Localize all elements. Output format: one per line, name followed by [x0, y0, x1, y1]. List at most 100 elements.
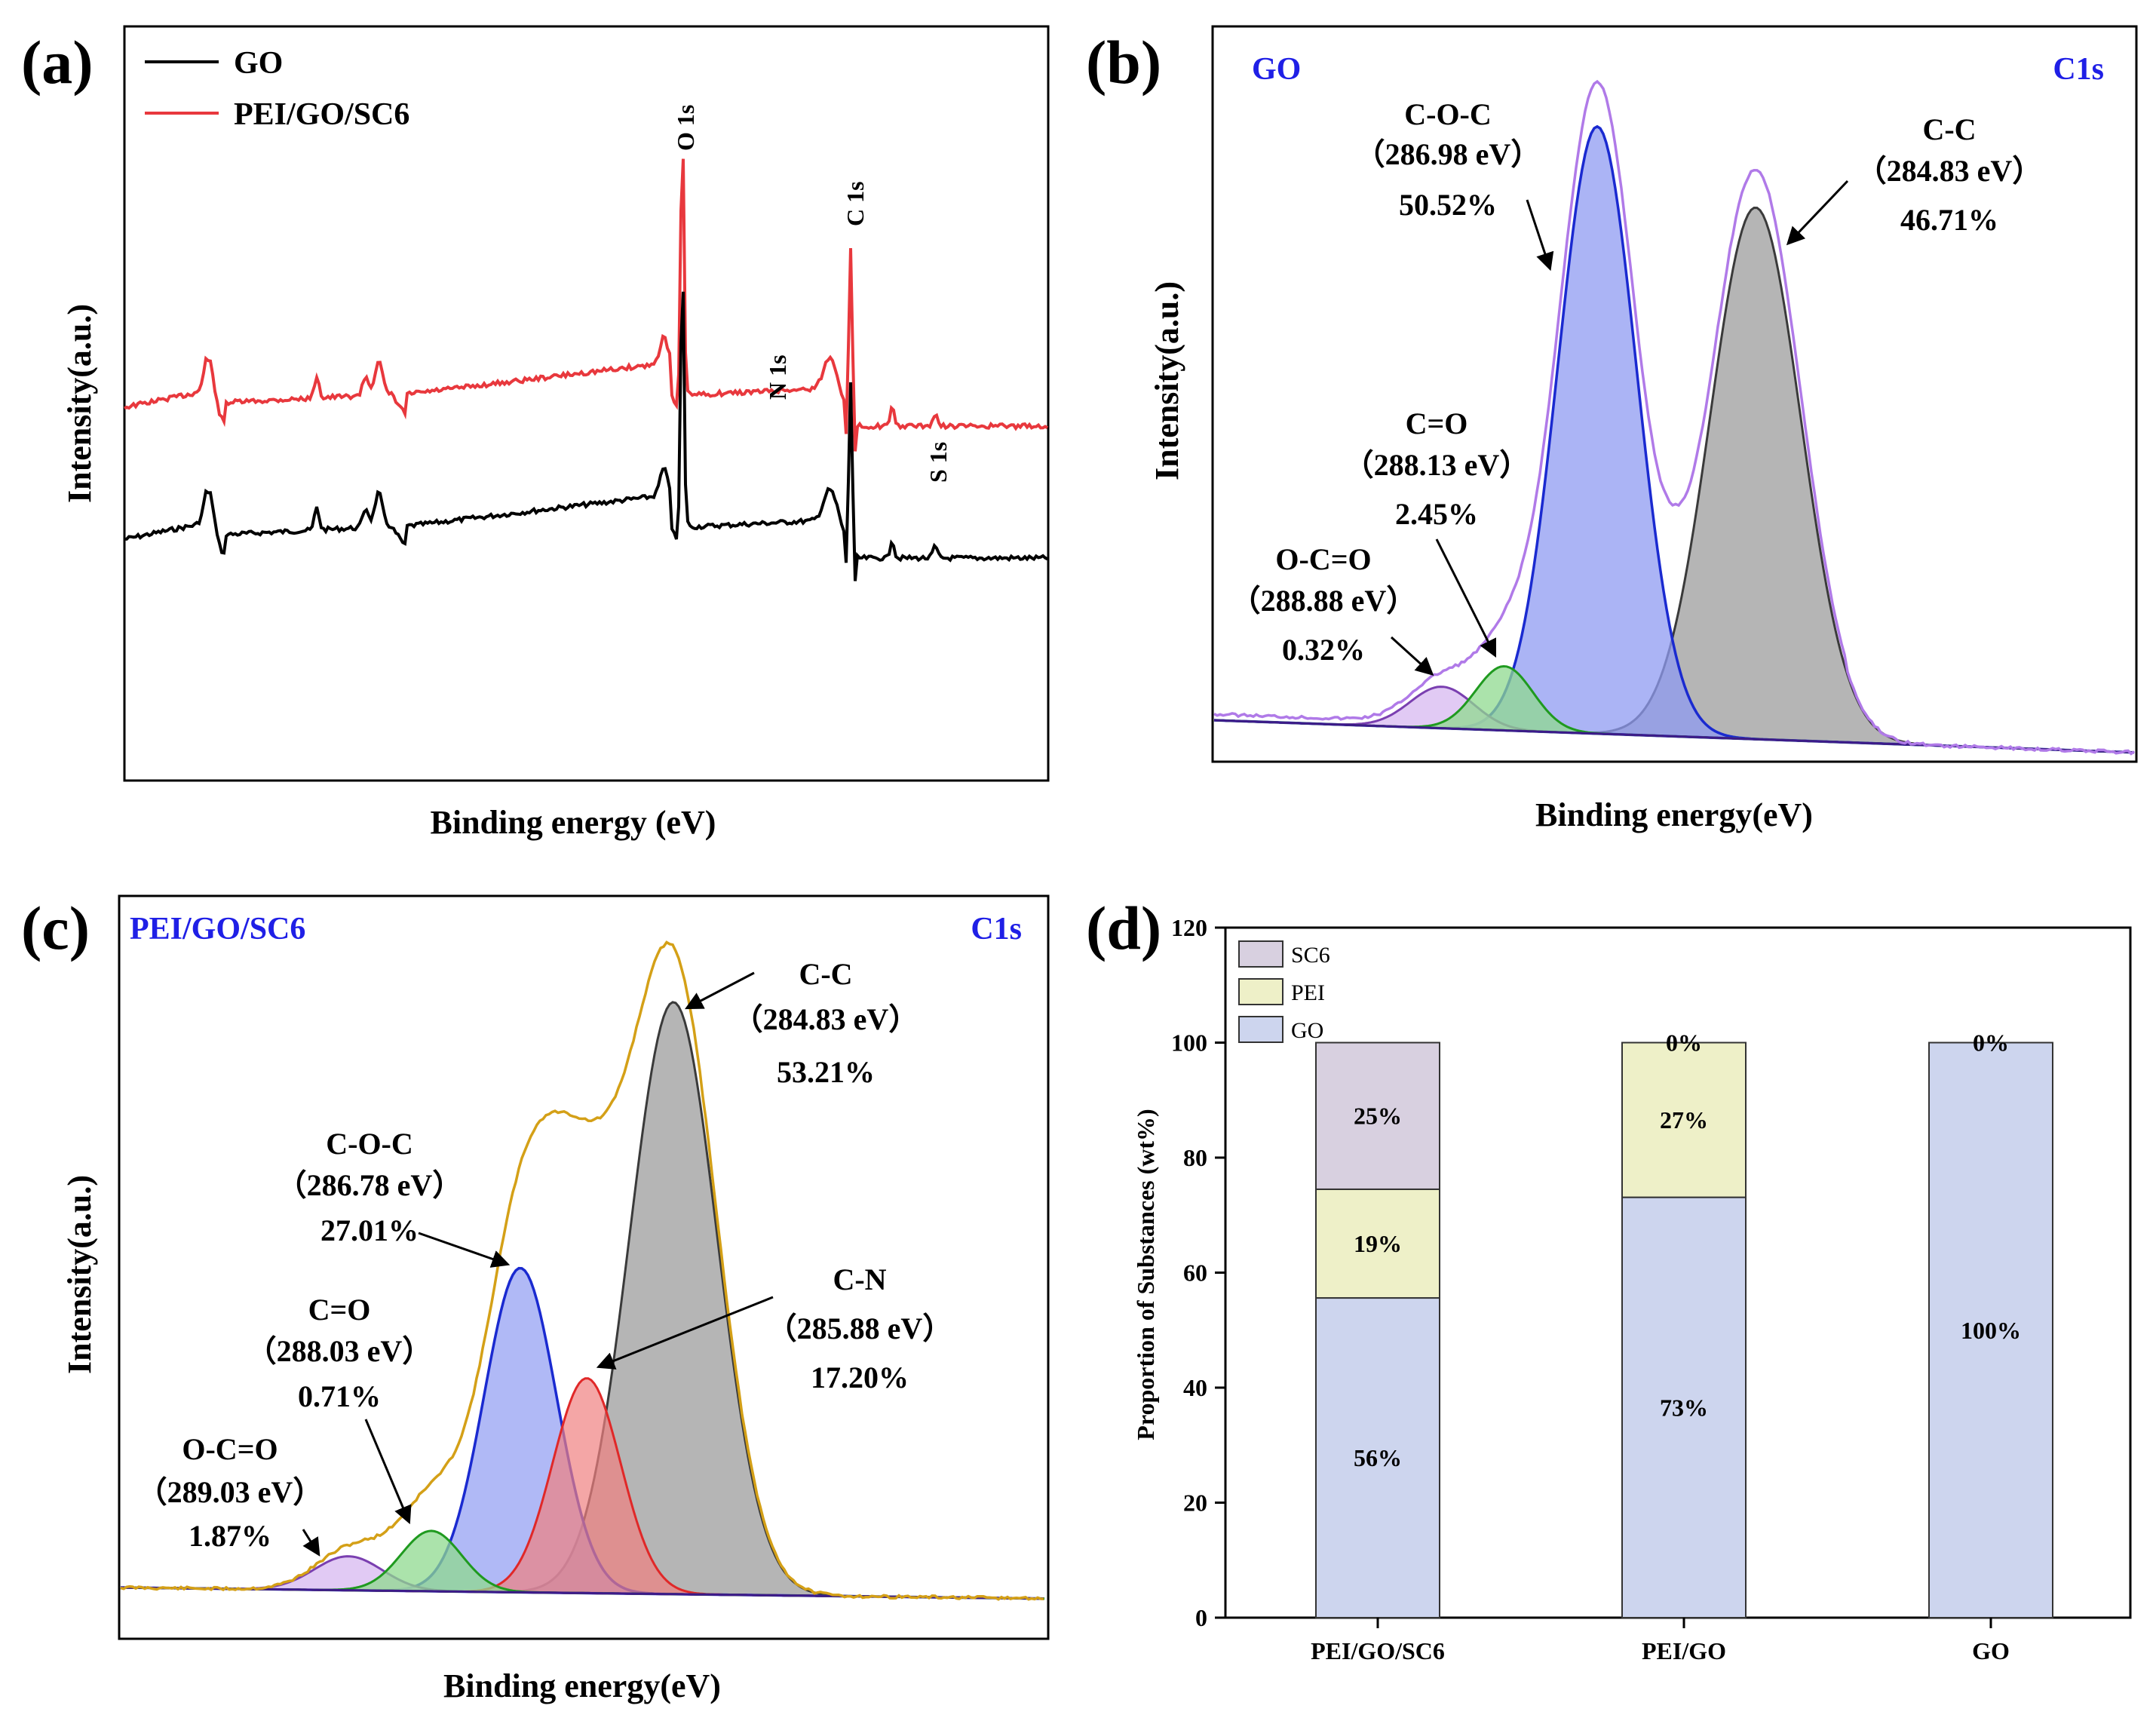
- x-axis-label-b: Binding energy(eV): [1535, 796, 1813, 833]
- sample-label-b: GO: [1252, 52, 1301, 87]
- sample-label-c: PEI/GO/SC6: [130, 912, 305, 946]
- panel-d: (d) 0 20 40 60 80 100 120 56% 19% 25% 73% 27% 0% 100…: [1086, 894, 2132, 1664]
- annotation-c-o-c-o: O-C=O （289.03 eV） 1.87%: [137, 1432, 324, 1557]
- panel-c-frame: [118, 894, 1050, 1640]
- legend-label-go: GO: [234, 46, 283, 81]
- annotation-arrow: [418, 1232, 511, 1268]
- annotation-arrow: [302, 1529, 320, 1557]
- annotation-b-o-c-o-energy: （288.88 eV）: [1231, 584, 1417, 618]
- x-axis-label-c: Binding energy(eV): [443, 1667, 721, 1704]
- x-tick-label: GO: [1972, 1637, 2010, 1664]
- annotation-c-c-n: C-N （285.88 eV） 17.20%: [596, 1262, 953, 1394]
- panel-b-label: (b): [1086, 28, 1161, 97]
- legend-label-go: GO: [1291, 1018, 1323, 1043]
- annotation-c-c-n-energy: （285.88 eV）: [767, 1311, 953, 1345]
- annotation-arrow: [1526, 199, 1554, 271]
- annotation-arrow: [1786, 179, 1849, 246]
- y-tick-label: 80: [1183, 1144, 1207, 1171]
- y-tick-label: 120: [1171, 914, 1207, 941]
- annotation-c-o-c-o-name: O-C=O: [182, 1432, 278, 1466]
- annotation-arrow: [1435, 538, 1497, 658]
- legend-d: SC6 PEI GO: [1238, 940, 1330, 1043]
- bar-segment-pei: [1621, 1041, 1747, 1198]
- annotation-c-c-o: C=O （288.03 eV） 0.71%: [247, 1293, 433, 1525]
- annotation-c-c-o-percent: 0.71%: [298, 1379, 381, 1413]
- panel-a-label: (a): [21, 28, 94, 97]
- annotation-b-o-c-o: O-C=O （288.88 eV） 0.32%: [1231, 542, 1434, 676]
- bar-segment-pei: [1315, 1188, 1440, 1299]
- annotation-c-c-n-name: C-N: [833, 1262, 886, 1296]
- annotation-b-c-o-c: C-O-C （286.98 eV） 50.52%: [1355, 97, 1554, 271]
- annotation-c-c-o-c-name: C-O-C: [326, 1127, 413, 1161]
- panel-a-frame: [123, 25, 1050, 782]
- bar-value-label: 25%: [1354, 1103, 1402, 1130]
- y-tick-label: 100: [1171, 1029, 1207, 1057]
- annotation-c-c-c-percent: 53.21%: [777, 1055, 875, 1089]
- y-axis-label-b: Intensity(a.u.): [1149, 281, 1185, 480]
- annotation-arrow: [364, 1419, 412, 1525]
- region-label-c: C1s: [971, 912, 1022, 946]
- annotation-b-c-c-energy: （284.83 eV）: [1857, 154, 2043, 188]
- annotation-b-c-o-energy: （288.13 eV）: [1344, 448, 1530, 482]
- x-tick-label: PEI/GO/SC6: [1311, 1637, 1445, 1664]
- x-axis-label-a: Binding energy (eV): [431, 804, 716, 841]
- bar-value-label: 0%: [1666, 1029, 1702, 1057]
- annotation-b-c-c-percent: 46.71%: [1900, 203, 1998, 237]
- annotation-b-c-o-name: C=O: [1406, 406, 1468, 440]
- legend-swatch-go: [1238, 1016, 1283, 1043]
- panel-d-label: (d): [1086, 894, 1161, 962]
- annotation-c-o-c-o-percent: 1.87%: [189, 1519, 271, 1553]
- envelope-c: [120, 940, 1044, 1601]
- legend-label-pei-go-sc6: PEI/GO/SC6: [234, 97, 409, 132]
- series-line-go: [124, 291, 1048, 581]
- annotation-c-c-o-name: C=O: [308, 1293, 371, 1327]
- legend-swatch-sc6: [1238, 940, 1283, 968]
- annotation-arrow: [596, 1296, 774, 1370]
- bar-value-label: 73%: [1660, 1394, 1708, 1421]
- y-axis-label-c: Intensity(a.u.): [61, 1175, 98, 1374]
- panel-b-frame: [1211, 25, 2138, 763]
- bar-value-label: 100%: [1961, 1317, 2021, 1344]
- peak-label-n1s: N 1s: [764, 354, 791, 400]
- annotation-b-o-c-o-name: O-C=O: [1275, 542, 1371, 576]
- annotation-c-c-c-energy: （284.83 eV）: [733, 1002, 919, 1036]
- annotation-c-c-n-percent: 17.20%: [811, 1360, 909, 1394]
- peak-label-s1s: S 1s: [925, 442, 952, 483]
- peak-label-o1s: O 1s: [672, 105, 699, 151]
- bar-value-label: 56%: [1354, 1444, 1402, 1471]
- envelope-b: [1213, 79, 2136, 756]
- annotation-b-o-c-o-percent: 0.32%: [1282, 633, 1365, 667]
- y-axis-label-d: Proportion of Substances (wt%): [1132, 1109, 1159, 1440]
- panel-b: (b) GO C1s C-O-C （286.98 eV） 50.52% C-C …: [1086, 25, 2138, 833]
- bar-value-label: 0%: [1973, 1029, 2009, 1057]
- annotation-b-c-o-c-name: C-O-C: [1404, 97, 1492, 131]
- annotation-b-c-o-c-energy: （286.98 eV）: [1355, 137, 1541, 171]
- bar-value-label: 27%: [1660, 1106, 1708, 1133]
- legend-swatch-pei: [1238, 978, 1283, 1005]
- annotation-b-c-o-percent: 2.45%: [1395, 497, 1478, 531]
- panel-c-label: (c): [21, 894, 90, 962]
- bar-segment-sc6: [1315, 1041, 1440, 1190]
- annotation-arrow: [685, 971, 755, 1010]
- y-tick-label: 40: [1183, 1374, 1207, 1401]
- legend-label-sc6: SC6: [1291, 943, 1330, 968]
- bar-segment-go: [1928, 1041, 2053, 1618]
- annotation-c-c-c: C-C （284.83 eV） 53.21%: [685, 957, 919, 1089]
- bar-value-label: 19%: [1354, 1230, 1402, 1257]
- y-tick-label: 20: [1183, 1489, 1207, 1517]
- panel-c: (c) PEI/GO/SC6 C1s C-C （284.83 eV） 53.21…: [21, 894, 1050, 1704]
- annotation-c-c-o-energy: （288.03 eV）: [247, 1334, 433, 1368]
- x-axis-d: PEI/GO/SC6 PEI/GO GO: [1311, 1618, 2010, 1664]
- panel-a: (a) GO PEI/GO/SC6 O 1s C 1s N 1s S 1s Bi…: [21, 25, 1050, 841]
- stacked-bars: 56% 19% 25% 73% 27% 0% 100% 0%: [1315, 1029, 2053, 1619]
- annotation-c-c-o-c-energy: （286.78 eV）: [277, 1168, 463, 1202]
- y-tick-label: 60: [1183, 1259, 1207, 1287]
- y-axis-label-a: Intensity(a.u.): [61, 304, 98, 503]
- annotation-c-c-o-c: C-O-C （286.78 eV） 27.01%: [277, 1127, 511, 1268]
- annotation-c-o-c-o-energy: （289.03 eV）: [137, 1475, 324, 1509]
- annotation-b-c-c-name: C-C: [1922, 112, 1976, 146]
- series-line-pei-go-sc6: [124, 158, 1048, 452]
- annotation-b-c-o: C=O （288.13 eV） 2.45%: [1344, 406, 1530, 658]
- bar-segment-go: [1315, 1297, 1440, 1619]
